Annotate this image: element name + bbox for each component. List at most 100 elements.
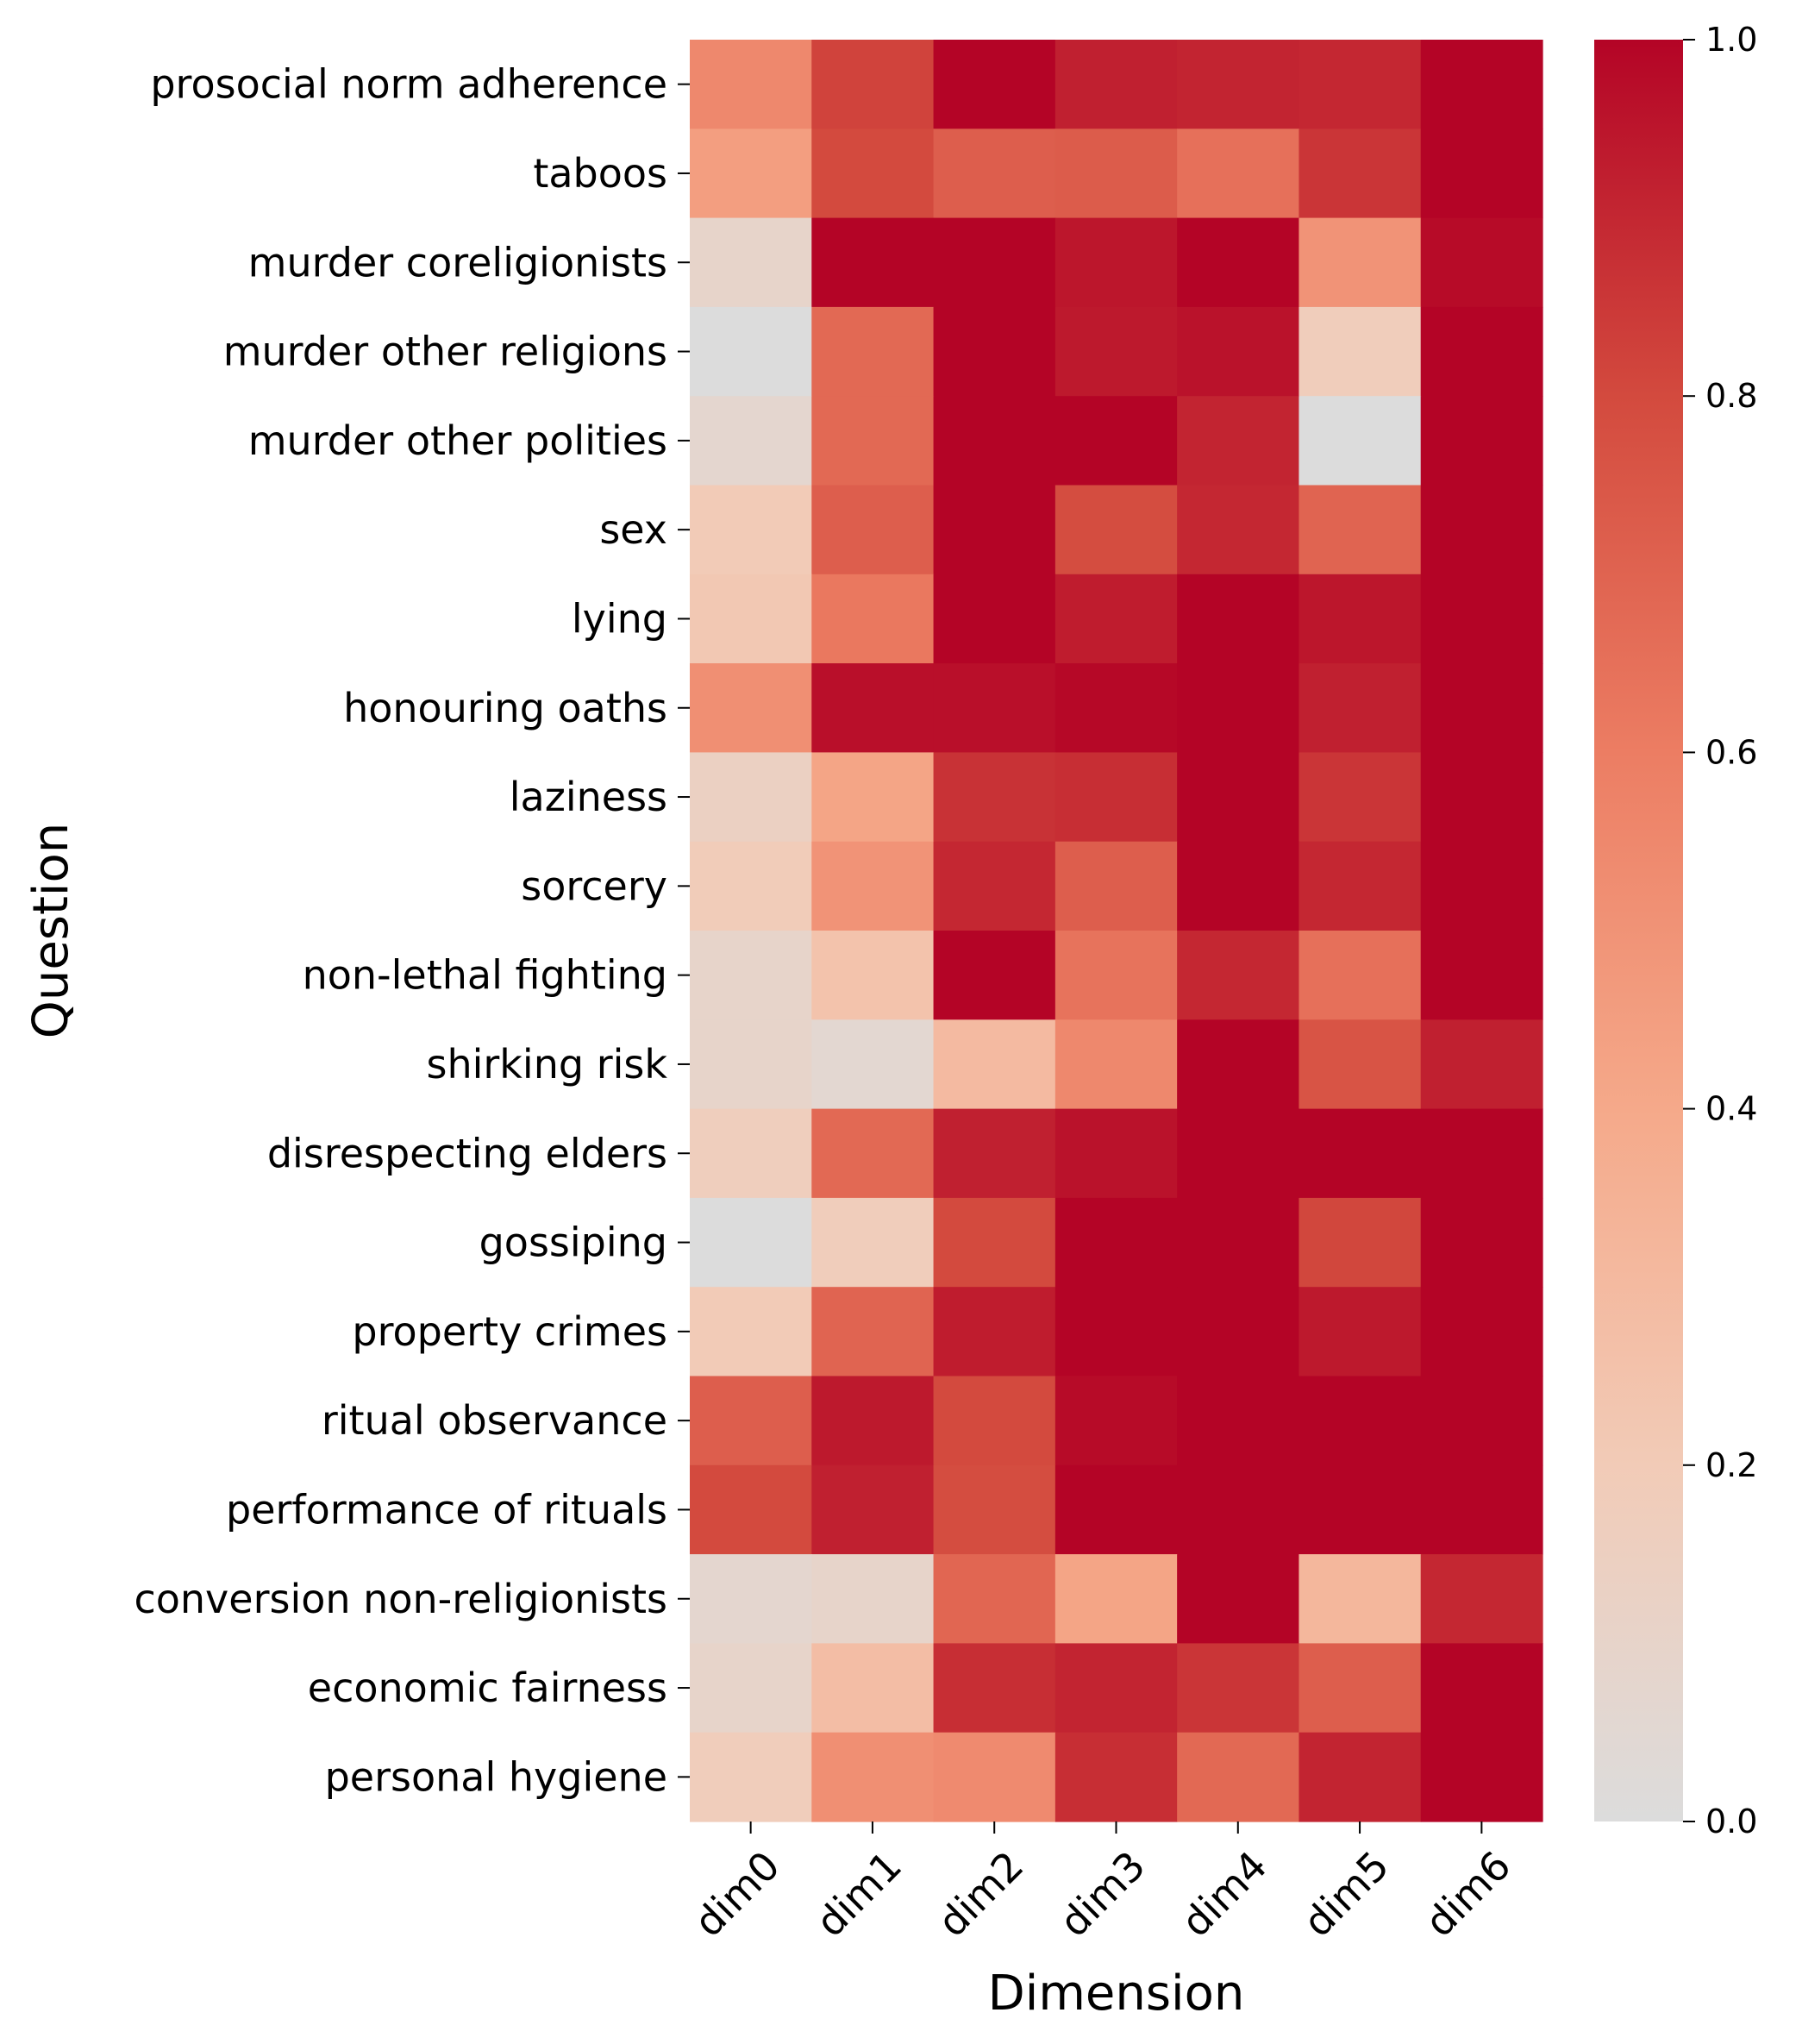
heatmap-cell: [1054, 1019, 1178, 1110]
y-tick-label: disrespecting elders: [267, 1130, 667, 1176]
heatmap-cell: [811, 1019, 935, 1110]
heatmap-cell: [1299, 931, 1422, 1020]
heatmap-cell: [933, 1197, 1056, 1288]
x-tick-label: dim2: [929, 1842, 1032, 1946]
heatmap-cell: [1054, 1376, 1178, 1466]
heatmap-cell: [1299, 574, 1422, 664]
y-tick-label: taboos: [533, 150, 667, 197]
heatmap-cell: [811, 1732, 935, 1822]
heatmap-cell: [1420, 841, 1543, 931]
heatmap-cell: [1177, 574, 1300, 664]
heatmap-cell: [811, 663, 935, 753]
heatmap-cell: [811, 396, 935, 486]
heatmap-cell: [1177, 1643, 1300, 1734]
heatmap-cell: [690, 306, 812, 397]
heatmap-cell: [1177, 306, 1300, 397]
heatmap-cell: [811, 1376, 935, 1466]
heatmap-cell: [933, 129, 1056, 219]
heatmap-cell: [811, 1464, 935, 1555]
heatmap-cell: [690, 931, 812, 1020]
heatmap-cell: [1177, 1108, 1300, 1199]
heatmap-cell: [1299, 841, 1422, 931]
heatmap-cell: [1420, 396, 1543, 486]
colorbar-tick-label: 0.8: [1705, 377, 1757, 415]
colorbar-ticks: 0.0 0.2 0.4 0.6 0.8 1.0: [1683, 21, 1757, 1840]
heatmap-cell: [1177, 1287, 1300, 1377]
colorbar-tick-label: 1.0: [1705, 21, 1757, 59]
heatmap-cell: [690, 574, 812, 664]
heatmap-cell: [1054, 40, 1178, 129]
heatmap-cell: [1054, 1197, 1178, 1288]
heatmap-cell: [1420, 1376, 1543, 1466]
heatmap-cell: [1299, 1732, 1422, 1822]
heatmap-cell: [1177, 1464, 1300, 1555]
x-tick-label: dim5: [1294, 1842, 1398, 1946]
y-tick-label: sex: [599, 506, 667, 553]
heatmap-cell: [933, 841, 1056, 931]
heatmap-cell: [1177, 485, 1300, 575]
y-tick-label: personal hygiene: [325, 1753, 667, 1800]
heatmap-cell: [1054, 129, 1178, 219]
heatmap-cell: [1054, 396, 1178, 486]
heatmap-cell: [1420, 1554, 1543, 1644]
heatmap-cell: [933, 485, 1056, 575]
heatmap-cell: [1177, 217, 1300, 308]
heatmap-cell: [690, 752, 812, 843]
heatmap-cell: [1054, 1108, 1178, 1199]
y-tick-label: prosocial norm adherence: [150, 61, 667, 108]
heatmap-cell: [933, 1108, 1056, 1199]
heatmap-cell: [933, 306, 1056, 397]
x-tick-label: dim4: [1173, 1842, 1276, 1946]
heatmap-cell: [1299, 217, 1422, 308]
heatmap-cell: [1177, 40, 1300, 129]
heatmap-cell: [690, 217, 812, 308]
heatmap-cell: [811, 1287, 935, 1377]
heatmap-cell: [1299, 129, 1422, 219]
heatmap-cell: [811, 217, 935, 308]
heatmap-cell: [811, 306, 935, 397]
heatmap-cell: [690, 1197, 812, 1288]
y-tick-label: murder other polities: [248, 417, 667, 464]
heatmap-cell: [1299, 663, 1422, 753]
heatmap-cell: [1177, 129, 1300, 219]
heatmap-cell: [933, 931, 1056, 1020]
heatmap-cell: [1299, 1464, 1422, 1555]
heatmap-cell: [690, 1287, 812, 1377]
y-tick-label: economic fairness: [308, 1665, 667, 1711]
heatmap-cell: [1177, 752, 1300, 843]
heatmap-cell: [690, 1019, 812, 1110]
heatmap-cell: [933, 1376, 1056, 1466]
heatmap-cell: [690, 1732, 812, 1822]
heatmap-cell: [1299, 485, 1422, 575]
y-tick-label: murder coreligionists: [248, 239, 667, 285]
heatmap-cell: [811, 40, 935, 129]
x-tick-label: dim3: [1050, 1842, 1154, 1946]
heatmap-cell: [933, 40, 1056, 129]
heatmap-cell: [1177, 1197, 1300, 1288]
heatmap-cell: [811, 931, 935, 1020]
heatmap-cell: [1054, 217, 1178, 308]
x-tick-labels: dim0 dim1 dim2 dim3 dim4 dim5 dim6: [685, 1821, 1519, 1946]
heatmap-cell: [933, 1464, 1056, 1555]
y-tick-label: lying: [572, 595, 667, 642]
heatmap-cell: [1420, 1287, 1543, 1377]
heatmap-cell: [690, 1376, 812, 1466]
heatmap-cell: [1299, 1376, 1422, 1466]
heatmap-cell: [690, 1554, 812, 1644]
heatmap-cell: [933, 1019, 1056, 1110]
y-tick-label: ritual observance: [322, 1397, 667, 1444]
heatmap-cell: [1054, 1287, 1178, 1377]
heatmap-cell: [690, 1464, 812, 1555]
heatmap-cell: [1177, 1732, 1300, 1822]
heatmap-cell: [933, 1643, 1056, 1734]
heatmap-cell: [1299, 1108, 1422, 1199]
heatmap-cell: [1420, 217, 1543, 308]
heatmap-cell: [811, 752, 935, 843]
heatmap-cell: [1420, 1019, 1543, 1110]
y-tick-label: non-lethal fighting: [303, 952, 667, 999]
heatmap-cell: [1054, 485, 1178, 575]
heatmap-cell: [1299, 752, 1422, 843]
heatmap-cell: [1299, 1019, 1422, 1110]
heatmap-cell: [1177, 1376, 1300, 1466]
heatmap-cell: [690, 1643, 812, 1734]
